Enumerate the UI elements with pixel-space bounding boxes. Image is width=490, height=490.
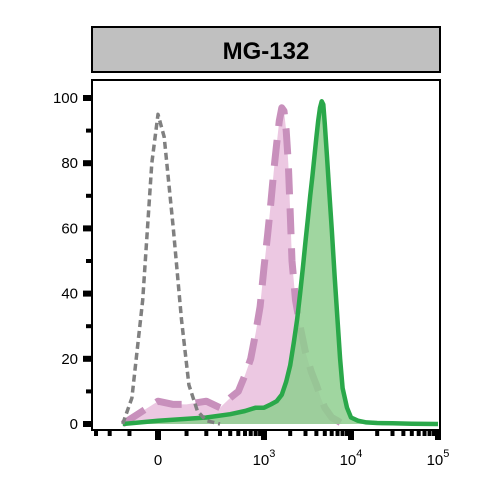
x-minor-tick xyxy=(248,430,253,436)
x-minor-tick xyxy=(416,430,421,436)
gray-dashed-histogram-line xyxy=(121,112,221,426)
y-tick-mark xyxy=(83,95,92,101)
x-minor-tick xyxy=(217,430,222,436)
y-tick-label: 40 xyxy=(61,286,78,303)
x-tick-mark xyxy=(435,430,441,440)
x-minor-tick xyxy=(228,430,233,436)
x-minor-tick xyxy=(422,430,427,436)
y-tick-label: 100 xyxy=(53,90,78,107)
x-minor-tick xyxy=(127,430,132,436)
x-minor-tick xyxy=(432,430,437,436)
x-tick-label: 103 xyxy=(253,448,276,469)
x-minor-tick xyxy=(329,430,334,436)
y-minor-tick xyxy=(86,193,92,198)
x-minor-tick xyxy=(236,430,241,436)
x-tick-mark xyxy=(155,430,161,440)
x-minor-tick xyxy=(258,430,263,436)
x-minor-tick xyxy=(390,430,395,436)
chart-title: MG-132 xyxy=(223,38,310,65)
x-tick-mark xyxy=(348,430,354,440)
x-minor-tick xyxy=(107,430,112,436)
x-minor-tick xyxy=(409,430,414,436)
y-minor-tick xyxy=(86,128,92,133)
title-box: MG-132 xyxy=(91,26,441,73)
y-minor-tick xyxy=(86,389,92,394)
y-tick-mark xyxy=(83,225,92,232)
x-minor-tick xyxy=(340,430,345,436)
x-minor-tick xyxy=(303,430,308,436)
x-tick-label: 0 xyxy=(154,452,162,469)
x-minor-tick xyxy=(401,430,406,436)
y-tick-mark xyxy=(83,160,92,167)
x-tick-label: 105 xyxy=(427,448,450,469)
x-minor-tick xyxy=(253,430,258,436)
x-minor-tick xyxy=(375,430,380,436)
x-minor-tick xyxy=(288,430,293,436)
x-minor-tick xyxy=(345,430,350,436)
y-minor-tick xyxy=(86,259,92,263)
x-minor-tick xyxy=(335,430,340,436)
y-tick-mark xyxy=(83,421,92,427)
y-tick-mark xyxy=(83,290,92,297)
x-minor-tick xyxy=(94,430,99,436)
title-box-background xyxy=(91,26,441,73)
series-layer xyxy=(120,99,439,427)
x-tick-mark xyxy=(261,430,267,440)
y-tick-label: 20 xyxy=(61,351,78,368)
x-minor-tick xyxy=(204,430,209,436)
y-tick-mark xyxy=(83,355,92,362)
y-tick-label: 80 xyxy=(61,155,78,172)
x-minor-tick xyxy=(314,430,319,436)
x-tick-label: 104 xyxy=(340,448,363,469)
x-minor-tick xyxy=(243,430,248,436)
green-solid-histogram-line xyxy=(122,99,439,427)
axis-layer: 0 20 40 60 80 100 0 103 104 105 xyxy=(53,90,449,469)
x-minor-tick xyxy=(184,430,189,436)
x-minor-tick xyxy=(322,430,327,436)
y-minor-tick xyxy=(86,324,92,329)
y-tick-label: 60 xyxy=(61,220,78,237)
y-tick-label: 0 xyxy=(70,416,78,433)
x-minor-tick xyxy=(427,430,432,436)
